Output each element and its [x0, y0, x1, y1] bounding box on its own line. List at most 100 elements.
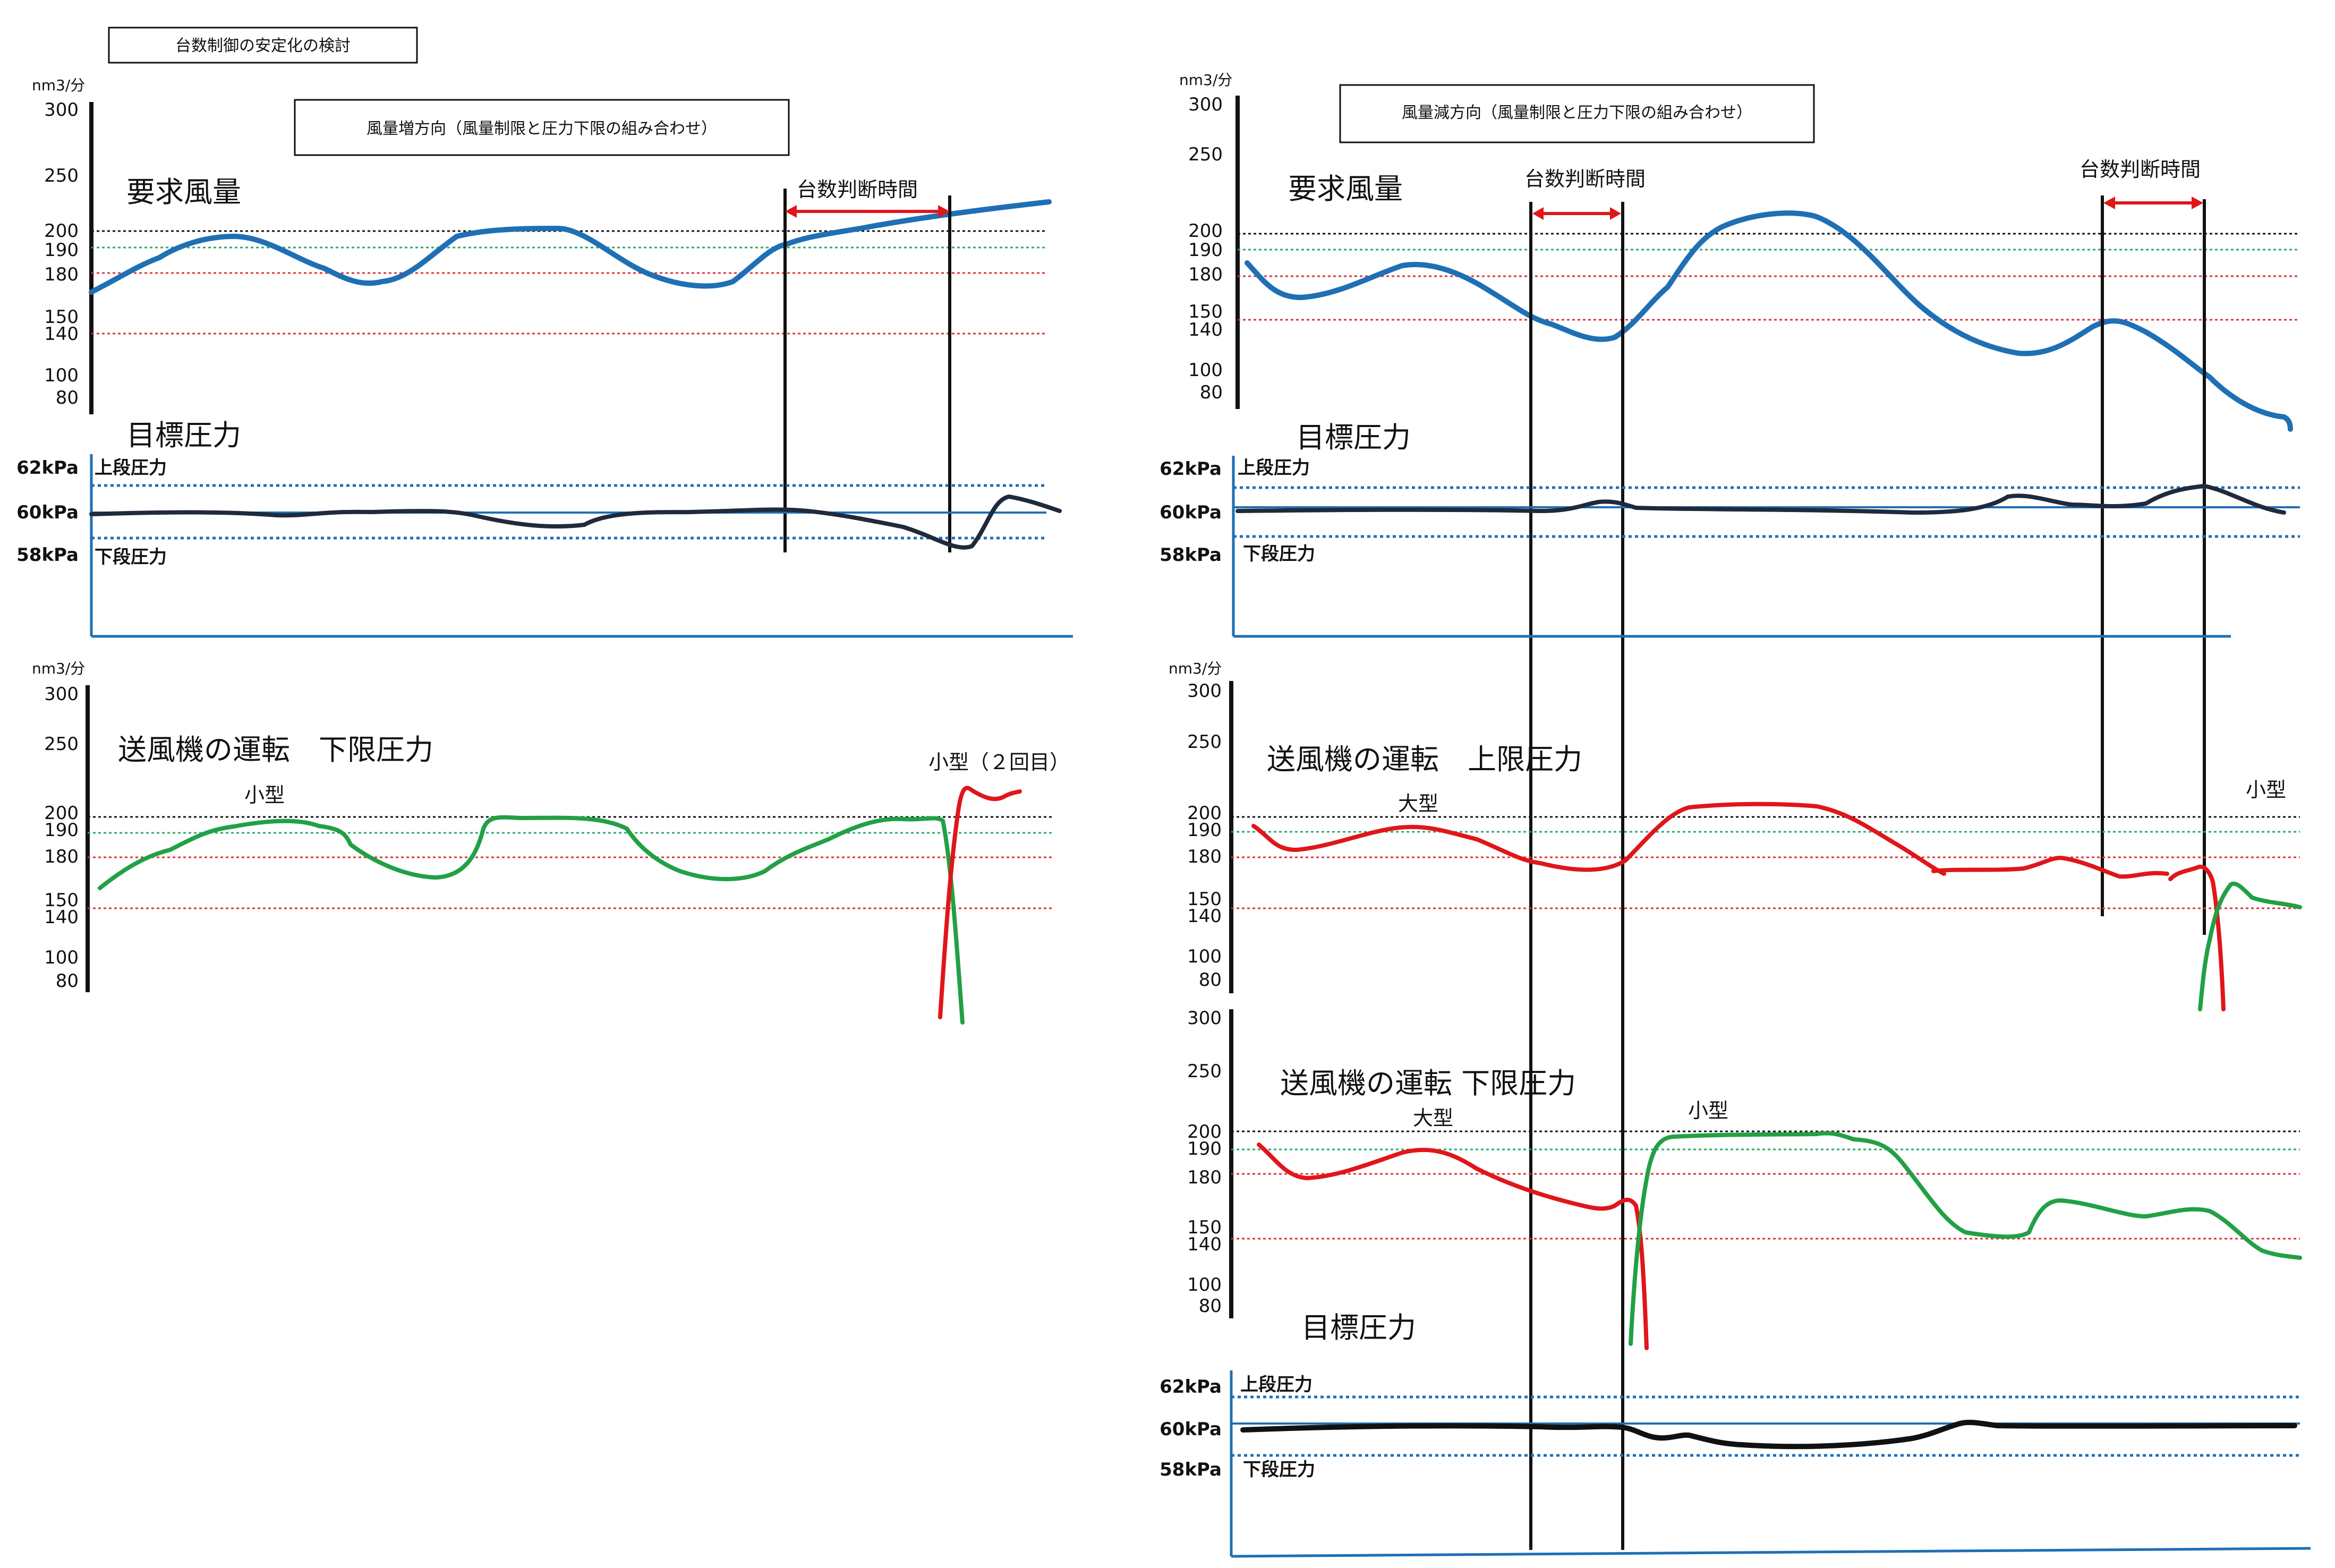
tick-140: 140 [44, 907, 79, 928]
tick-100: 100 [44, 365, 79, 386]
tick-150: 150 [44, 306, 79, 328]
tick-300: 300 [1188, 94, 1223, 115]
left-direction-box [294, 99, 790, 156]
right-tick-60-2: 60kPa [1160, 1419, 1222, 1440]
tick-250: 250 [1187, 1061, 1222, 1082]
right-lower-op-red-series [1257, 1143, 1649, 1350]
tick-100: 100 [1187, 946, 1222, 967]
right-lower-op-title: 送風機の運転 下限圧力 [1280, 1067, 1576, 1100]
left-op-title: 送風機の運転 下限圧力 [118, 733, 433, 766]
tick-190: 190 [1187, 820, 1222, 841]
right-judge-label-1: 台数判断時間 [1524, 167, 1646, 191]
tick-150: 150 [1187, 1217, 1222, 1238]
left-flow-unit: nm3/分 [32, 76, 85, 94]
right-upper-op-ticks: 300 250 200 190 180 150 140 100 80 [1187, 680, 1222, 991]
right-pressure-x-axis-2 [1231, 1547, 2311, 1558]
left-flow-ticks: 300 250 200 190 180 150 140 100 80 [44, 99, 79, 408]
tick-300: 300 [44, 684, 79, 705]
right-direction-box [1339, 84, 1815, 143]
right-upper-label-1: 上段圧力 [1238, 457, 1310, 479]
tick-180: 180 [44, 264, 79, 285]
right-judge-arrowhead-2r [2192, 197, 2203, 209]
right-panel: 風量減方向（風量制限と圧力下限の組み合わせ） nm3/分 300 250 200… [1160, 71, 2311, 1558]
right-pressure-series-2 [1240, 1419, 2297, 1450]
tick-190: 190 [1188, 240, 1223, 261]
tick-180: 180 [1187, 1167, 1222, 1188]
right-upper-op-red-series [1251, 802, 2226, 1011]
left-op-small2-label: 小型（２回目） [928, 751, 1070, 774]
tick-300: 300 [1187, 680, 1222, 702]
right-pressure-title-2: 目標圧力 [1301, 1311, 1416, 1344]
tick-190: 190 [1187, 1138, 1222, 1160]
right-lower-label-2: 下段圧力 [1243, 1459, 1315, 1480]
tick-180: 180 [44, 846, 79, 867]
right-tick-58-2: 58kPa [1160, 1459, 1222, 1480]
right-lower-op-small: 小型 [1688, 1099, 1728, 1122]
right-flow-series [1245, 210, 2293, 432]
tick-140: 140 [1187, 906, 1222, 927]
right-tick-60-1: 60kPa [1160, 502, 1222, 523]
left-judge-arrowhead-l [785, 205, 797, 218]
left-tick-62: 62kPa [16, 457, 79, 479]
tick-80: 80 [1199, 1296, 1222, 1317]
left-upper-label: 上段圧力 [95, 457, 167, 479]
left-direction-label: 風量増方向（風量制限と圧力下限の組み合わせ） [367, 120, 717, 138]
tick-140: 140 [44, 323, 79, 345]
left-op-unit: nm3/分 [32, 660, 85, 677]
tick-180: 180 [1187, 846, 1222, 867]
left-judge-arrowhead-r [938, 205, 950, 218]
right-judge-arrowhead-2l [2103, 197, 2115, 209]
tick-250: 250 [44, 165, 79, 186]
right-judge-label-2: 台数判断時間 [2080, 158, 2201, 181]
right-judge-arrowhead-1r [1610, 207, 1621, 220]
right-op-unit: nm3/分 [1169, 660, 1222, 677]
tick-100: 100 [1187, 1274, 1222, 1296]
right-lower-label-1: 下段圧力 [1243, 543, 1315, 565]
right-lower-op-large: 大型 [1413, 1106, 1453, 1130]
right-upper-op-large: 大型 [1398, 792, 1438, 815]
tick-300: 300 [44, 99, 79, 121]
right-tick-62-1: 62kPa [1160, 458, 1222, 480]
tick-150: 150 [1187, 889, 1222, 910]
right-pressure-title-1: 目標圧力 [1296, 421, 1411, 454]
right-upper-op-small: 小型 [2246, 778, 2286, 802]
tick-200: 200 [1187, 1121, 1222, 1143]
left-pressure-title: 目標圧力 [126, 419, 241, 452]
right-flow-unit: nm3/分 [1179, 71, 1232, 89]
left-lower-label: 下段圧力 [95, 547, 167, 568]
right-upper-op-title: 送風機の運転 上限圧力 [1267, 743, 1582, 776]
tick-190: 190 [44, 820, 79, 841]
tick-150: 150 [44, 890, 79, 911]
tick-250: 250 [1187, 731, 1222, 753]
left-tick-60: 60kPa [16, 502, 79, 523]
tick-100: 100 [1188, 360, 1223, 381]
left-op-green-series [98, 815, 965, 1025]
left-pressure-series [89, 494, 1062, 550]
right-upper-label-2: 上段圧力 [1240, 1374, 1313, 1395]
right-upper-op-green-series [2198, 881, 2302, 1011]
tick-200: 200 [44, 220, 79, 242]
tick-200: 200 [1188, 220, 1223, 242]
right-lower-op-ticks: 300 250 200 190 180 150 140 100 80 [1187, 1008, 1222, 1317]
tick-80: 80 [1199, 969, 1222, 991]
tick-140: 140 [1188, 319, 1223, 340]
right-lower-op-green-series [1629, 1131, 2302, 1346]
right-tick-58-1: 58kPa [1160, 544, 1222, 566]
left-op-red-series [938, 786, 1022, 1019]
page-title: 台数制御の安定化の検討 [175, 37, 351, 55]
tick-80: 80 [1200, 382, 1223, 403]
left-judge-label: 台数判断時間 [797, 178, 918, 201]
tick-200: 200 [1187, 803, 1222, 824]
left-flow-title: 要求風量 [126, 175, 241, 209]
right-direction-label: 風量減方向（風量制限と圧力下限の組み合わせ） [1402, 104, 1752, 122]
tick-140: 140 [1187, 1234, 1222, 1255]
left-op-ticks: 300 250 200 190 180 150 140 100 80 [44, 684, 79, 992]
right-pressure-series-1 [1235, 483, 2286, 515]
left-flow-series [89, 199, 1052, 295]
right-flow-title: 要求風量 [1288, 172, 1403, 206]
page-title-box [108, 27, 418, 64]
right-tick-62-2: 62kPa [1160, 1376, 1222, 1397]
right-judge-arrowhead-1l [1532, 207, 1544, 220]
tick-150: 150 [1188, 301, 1223, 322]
